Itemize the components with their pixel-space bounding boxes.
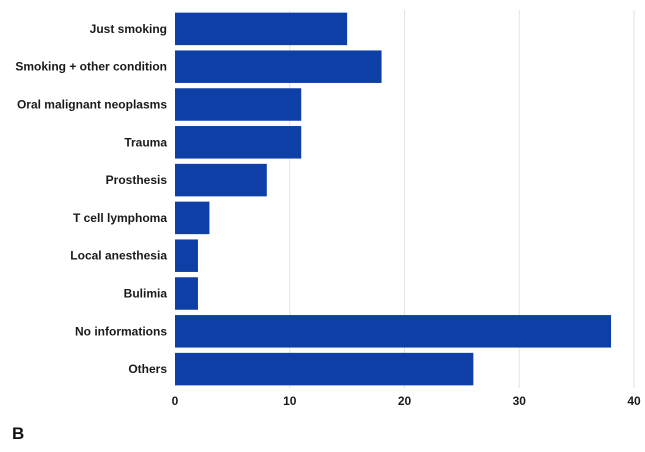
x-tick-label: 0 [172,394,179,408]
bar [175,315,612,348]
x-tick-label: 20 [398,394,412,408]
bar [175,88,302,121]
category-label: Prosthesis [106,173,168,187]
bar [175,239,198,272]
bar [175,201,210,235]
panel-label: B [12,424,25,443]
category-label: Trauma [124,135,167,149]
category-label: Smoking + other condition [15,60,167,74]
x-tick-label: 10 [283,394,297,408]
x-tick-label: 30 [513,394,527,408]
x-tick-labels: 0 10 20 30 40 [172,394,641,408]
category-labels: Just smoking Smoking + other condition Ora… [15,22,167,376]
bar [175,126,302,159]
bar [175,352,474,386]
bar [175,163,267,197]
category-label: No informations [75,324,167,338]
bar [175,277,198,310]
category-label: Bulimia [124,287,168,301]
category-label: Oral malignant neoplasms [17,98,167,112]
category-label: Just smoking [90,22,167,36]
bar [175,12,348,46]
x-tick-label: 40 [627,394,641,408]
bar [175,50,382,83]
category-label: Local anesthesia [70,249,167,263]
bars-layer [175,12,612,386]
category-label: T cell lymphoma [73,211,167,225]
category-label: Others [128,362,167,376]
